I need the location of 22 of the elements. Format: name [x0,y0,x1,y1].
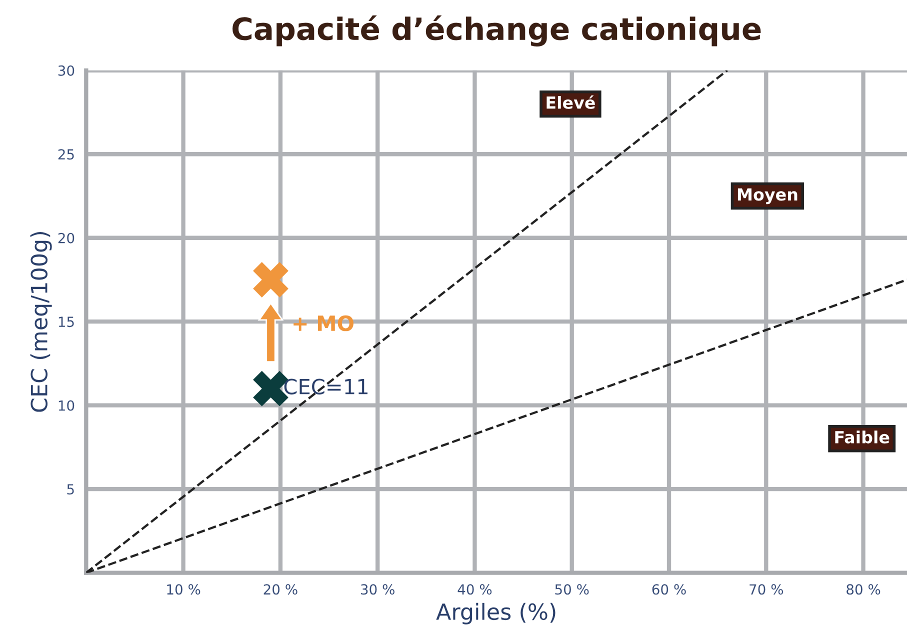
x-tick-label: 80 % [846,584,880,595]
annotation: Moyen [738,188,798,204]
annotation: Faible [835,430,890,444]
x-tick-label: 60 % [652,584,686,595]
x-tick-label: 70 % [750,584,784,595]
y-tick-label: 25 [58,149,74,160]
y-tick-label: 30 [58,65,74,76]
chart-title: Capacité d’échange cationique [232,15,761,46]
annotation: + MO [294,315,354,332]
x-tick-label: 10 % [167,584,200,595]
annotation: CEC=11 [284,378,368,394]
y-tick-label: 15 [58,316,74,328]
y-tick-label: 20 [58,232,74,244]
x-tick-label: 40 % [458,584,492,595]
y-tick-label: 10 [58,400,74,411]
x-axis-title: Argiles (%) [436,602,556,624]
x-tick-label: 20 % [264,584,298,595]
annotation: Elevé [546,95,595,109]
x-tick-label: 30 % [361,584,394,595]
y-axis-title: CEC (meq/100g) [30,232,52,412]
y-tick-label: 5 [67,484,74,495]
x-tick-label: 50 % [555,584,589,595]
